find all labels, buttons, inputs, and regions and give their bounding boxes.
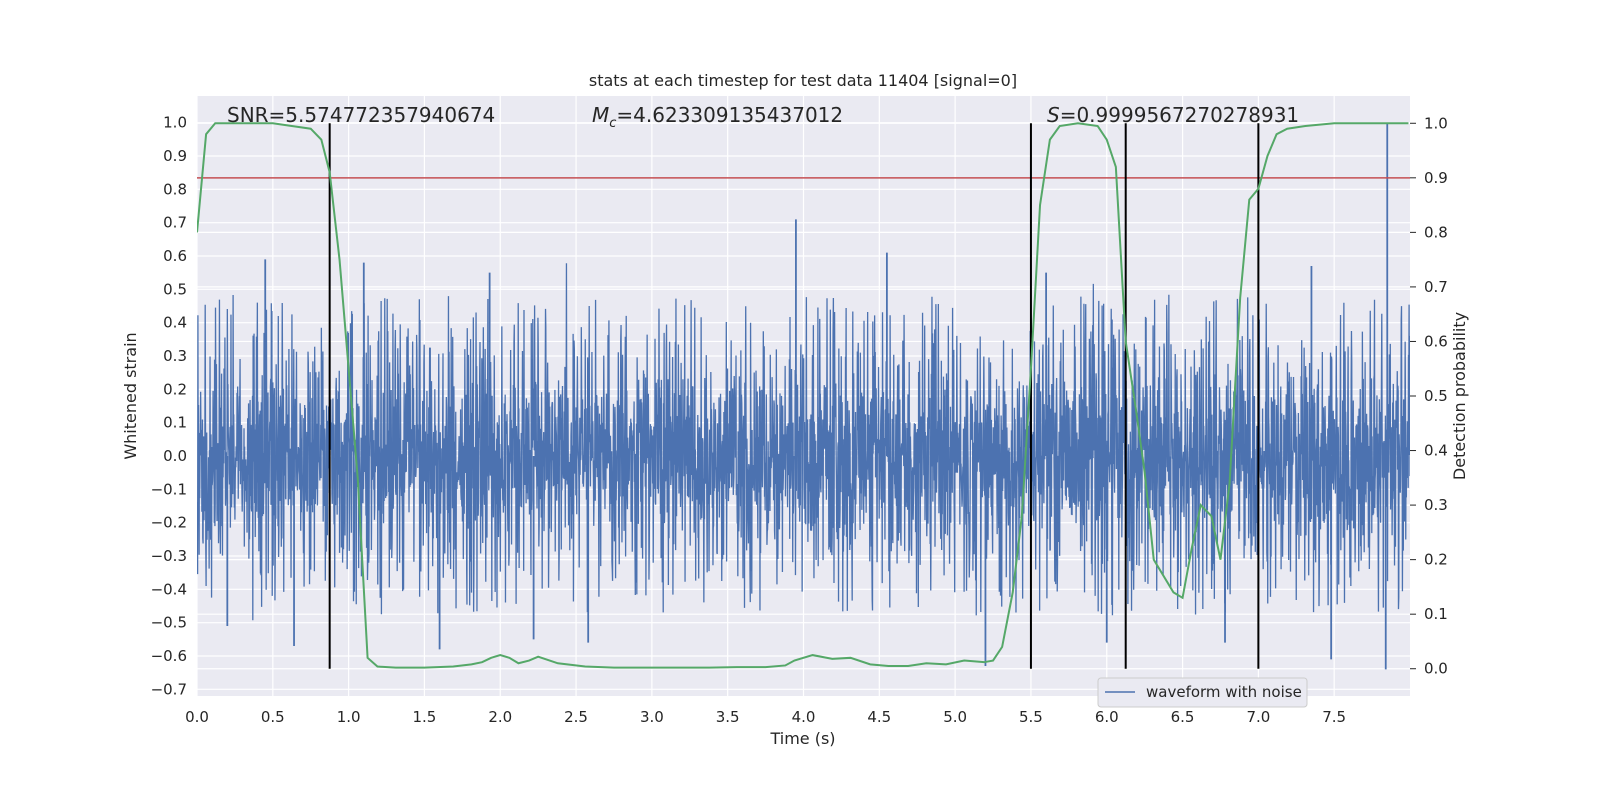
x-tick-label: 2.0: [488, 708, 512, 726]
waveform-line: [197, 263, 1410, 621]
x-tick-label: 1.0: [337, 708, 361, 726]
x-axis-label: Time (s): [769, 729, 835, 748]
snr-annotation: SNR=5.574772357940674: [227, 103, 495, 127]
y2-tick-label: 0.1: [1424, 605, 1448, 623]
y2-tick-label: 0.0: [1424, 660, 1448, 678]
y2-tick-label: 0.9: [1424, 169, 1448, 187]
y-tick-label: −0.4: [151, 580, 187, 598]
legend-label: waveform with noise: [1146, 683, 1302, 701]
x-tick-label: 7.0: [1246, 708, 1270, 726]
legend: waveform with noise: [1097, 677, 1308, 708]
y-tick-label: −0.3: [151, 547, 187, 565]
y-tick-label: −0.1: [151, 480, 187, 498]
x-tick-label: 3.5: [716, 708, 740, 726]
x-tick-label: 4.0: [792, 708, 816, 726]
y-tick-label: 0.3: [163, 347, 187, 365]
y-tick-label: 0.6: [163, 247, 187, 265]
y-tick-label: 0.5: [163, 280, 187, 298]
y-axis-left: 1.0 0.9 0.8 0.7 0.6 0.5 0.4 0.3 0.2 0.1 0.0 −0.1 −0.…: [151, 114, 187, 699]
x-tick-label: 5.5: [1019, 708, 1043, 726]
y-axis-right: 1.0 0.9 0.8 0.7 0.6 0.5 0.4 0.3 0.2 0.1 0.0: [1410, 114, 1448, 678]
x-tick-label: 7.5: [1322, 708, 1346, 726]
y2-tick-label: 0.2: [1424, 551, 1448, 569]
x-tick-label: 6.5: [1171, 708, 1195, 726]
chart-title: stats at each timestep for test data 114…: [589, 71, 1017, 90]
y-axis-label: Whitened strain: [121, 332, 140, 459]
y-tick-label: 1.0: [163, 114, 187, 132]
mc-subscript: c: [609, 116, 616, 131]
y-tick-label: −0.2: [151, 514, 187, 532]
y2-tick-label: 0.3: [1424, 496, 1448, 514]
y2-tick-label: 1.0: [1424, 114, 1448, 132]
x-tick-label: 2.5: [564, 708, 588, 726]
x-axis: 0.0 0.5 1.0 1.5 2.0 2.5 3.0 3.5 4.0 4.5 5.0 5.5 6.0 6…: [185, 708, 1346, 726]
y2-tick-label: 0.4: [1424, 442, 1448, 460]
s-value: =0.9999567270278931: [1060, 103, 1299, 127]
x-tick-label: 0.0: [185, 708, 209, 726]
mc-symbol: M: [592, 103, 609, 127]
y-tick-label: 0.0: [163, 447, 187, 465]
y2-tick-label: 0.8: [1424, 223, 1448, 241]
y-tick-label: 0.8: [163, 180, 187, 198]
legend-box: [1097, 677, 1308, 708]
y2-tick-label: 0.5: [1424, 387, 1448, 405]
y2-tick-label: 0.6: [1424, 332, 1448, 350]
mc-value: =4.623309135437012: [616, 103, 843, 127]
probability-line: [197, 122, 1409, 669]
x-tick-label: 6.0: [1095, 708, 1119, 726]
y-tick-label: 0.2: [163, 380, 187, 398]
x-tick-label: 5.0: [943, 708, 967, 726]
probability-series: [197, 122, 1409, 669]
mc-annotation: Mc=4.623309135437012: [592, 103, 843, 131]
y-tick-label: 0.9: [163, 147, 187, 165]
y-tick-label: 0.1: [163, 414, 187, 432]
x-tick-label: 3.0: [640, 708, 664, 726]
y2-tick-label: 0.7: [1424, 278, 1448, 296]
y-tick-label: 0.7: [163, 214, 187, 232]
y-tick-label: −0.7: [151, 680, 187, 698]
s-annotation: S=0.9999567270278931: [1047, 103, 1299, 127]
y-tick-label: −0.5: [151, 614, 187, 632]
x-tick-label: 4.5: [867, 708, 891, 726]
vertical-markers: [328, 123, 1260, 669]
y2-axis-label: Detection probability: [1450, 312, 1469, 480]
y-tick-label: −0.6: [151, 647, 187, 665]
x-tick-label: 1.5: [413, 708, 437, 726]
waveform-series: [197, 122, 1410, 670]
s-symbol: S: [1047, 103, 1060, 127]
x-tick-label: 0.5: [261, 708, 285, 726]
y-tick-label: 0.4: [163, 314, 187, 332]
